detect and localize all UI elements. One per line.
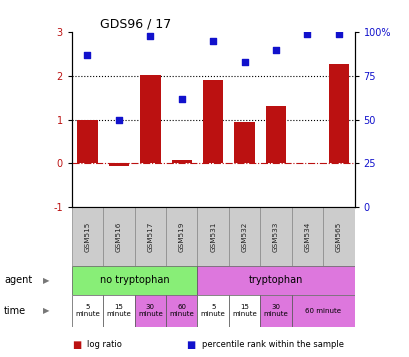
- Text: ■: ■: [186, 340, 196, 350]
- Text: 15
minute: 15 minute: [106, 304, 131, 317]
- Point: [241, 59, 247, 65]
- Bar: [260, 295, 291, 327]
- Text: percentile rank within the sample: percentile rank within the sample: [202, 340, 343, 349]
- Text: ▶: ▶: [43, 306, 49, 315]
- Text: GSM534: GSM534: [304, 221, 310, 252]
- Bar: [72, 266, 197, 295]
- Text: GSM515: GSM515: [84, 221, 90, 252]
- Text: agent: agent: [4, 275, 32, 285]
- Point: [209, 38, 216, 44]
- Bar: [228, 295, 260, 327]
- Bar: [228, 207, 260, 266]
- Bar: [291, 295, 354, 327]
- Text: 5
minute: 5 minute: [75, 304, 100, 317]
- Bar: [265, 106, 285, 163]
- Bar: [77, 120, 97, 163]
- Text: 15
minute: 15 minute: [231, 304, 256, 317]
- Point: [84, 52, 90, 58]
- Point: [335, 31, 342, 37]
- Text: log ratio: log ratio: [87, 340, 122, 349]
- Text: GSM531: GSM531: [210, 221, 216, 252]
- Bar: [202, 80, 223, 163]
- Text: GSM519: GSM519: [178, 221, 184, 252]
- Text: no tryptophan: no tryptophan: [99, 275, 169, 285]
- Text: GSM565: GSM565: [335, 221, 341, 252]
- Bar: [103, 207, 134, 266]
- Text: ▶: ▶: [43, 276, 49, 285]
- Bar: [171, 160, 191, 163]
- Point: [178, 96, 184, 101]
- Text: 60
minute: 60 minute: [169, 304, 194, 317]
- Bar: [140, 75, 160, 163]
- Bar: [134, 207, 166, 266]
- Bar: [166, 207, 197, 266]
- Text: 60 minute: 60 minute: [304, 308, 340, 313]
- Bar: [103, 295, 134, 327]
- Bar: [134, 295, 166, 327]
- Text: GSM516: GSM516: [116, 221, 121, 252]
- Bar: [197, 207, 228, 266]
- Point: [303, 31, 310, 37]
- Text: time: time: [4, 306, 26, 316]
- Bar: [322, 207, 354, 266]
- Bar: [166, 295, 197, 327]
- Bar: [72, 295, 103, 327]
- Point: [272, 47, 279, 52]
- Text: GSM532: GSM532: [241, 221, 247, 252]
- Text: tryptophan: tryptophan: [248, 275, 303, 285]
- Bar: [197, 295, 228, 327]
- Text: GDS96 / 17: GDS96 / 17: [100, 18, 171, 31]
- Bar: [197, 266, 354, 295]
- Text: GSM533: GSM533: [272, 221, 279, 252]
- Bar: [72, 207, 103, 266]
- Point: [115, 117, 122, 122]
- Bar: [108, 163, 129, 166]
- Bar: [234, 122, 254, 163]
- Text: 30
minute: 30 minute: [263, 304, 288, 317]
- Text: ■: ■: [72, 340, 81, 350]
- Text: GSM517: GSM517: [147, 221, 153, 252]
- Text: 30
minute: 30 minute: [137, 304, 162, 317]
- Bar: [260, 207, 291, 266]
- Point: [147, 33, 153, 39]
- Bar: [328, 64, 348, 163]
- Text: 5
minute: 5 minute: [200, 304, 225, 317]
- Bar: [291, 207, 322, 266]
